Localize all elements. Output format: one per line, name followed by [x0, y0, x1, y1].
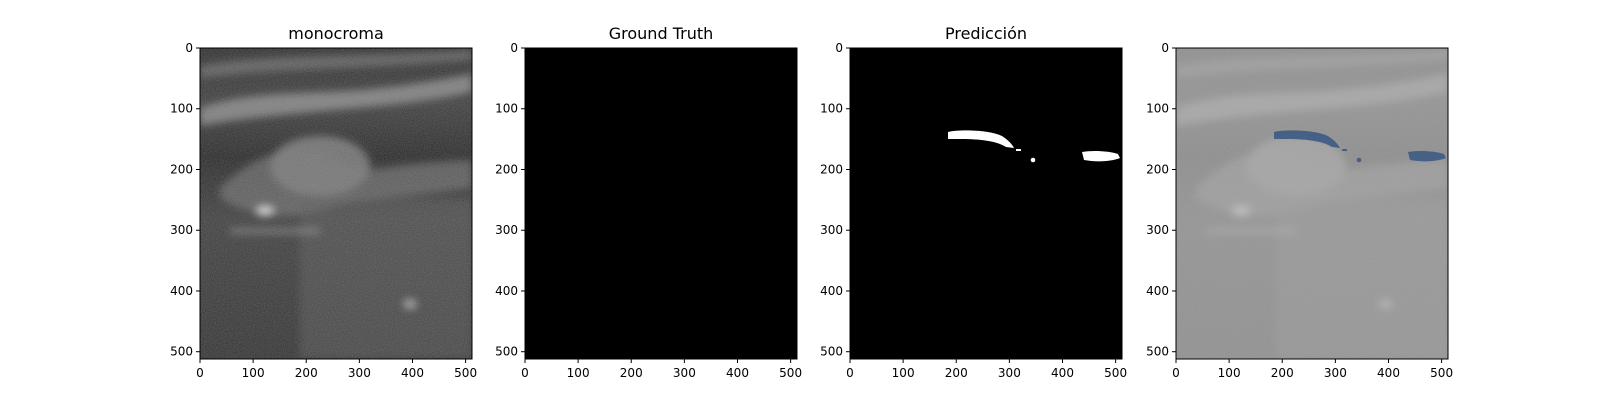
panel-prediccion: Predicción 0 100 200 300 400 5000100200300400…: [820, 24, 1127, 380]
y-tick-label: 400: [1146, 284, 1169, 298]
axes-frame: [1175, 47, 1449, 360]
y-tick-label: 400: [495, 284, 518, 298]
x-tick-label: 0: [196, 366, 204, 380]
axes-frame: [199, 47, 473, 360]
y-tick-label: 400: [170, 284, 193, 298]
x-tick-label: 300: [998, 366, 1021, 380]
y-tick-label: 100: [1146, 102, 1169, 116]
x-tick-label: 200: [945, 366, 968, 380]
x-tick-label: 0: [1172, 366, 1180, 380]
y-tick-label: 0: [185, 41, 193, 55]
x-tick-label: 300: [348, 366, 371, 380]
x-tick-label: 300: [1324, 366, 1347, 380]
x-tick-label: 100: [1218, 366, 1241, 380]
ultrasound-image: [200, 48, 472, 359]
ground-truth-mask: [525, 48, 797, 359]
panel-monocroma: monocroma 0 100 200 300 400 50001002003004005…: [170, 24, 477, 380]
axes-frame: [849, 47, 1123, 360]
x-tick-label: 500: [454, 366, 477, 380]
prediction-blobs: [948, 130, 1120, 163]
x-tick-label: 0: [846, 366, 854, 380]
overlay-image: [1176, 48, 1448, 359]
x-tick-label: 0: [521, 366, 529, 380]
y-tick-label: 200: [1146, 162, 1169, 176]
overlay-prediction-blobs: [1274, 130, 1446, 163]
x-tick-label: 100: [242, 366, 265, 380]
y-tick-label: 0: [1161, 41, 1169, 55]
y-tick-label: 300: [820, 223, 843, 237]
panel-title-prediccion: Predicción: [945, 24, 1027, 43]
axes-frame: [524, 47, 798, 360]
y-tick-label: 100: [170, 102, 193, 116]
x-tick-label: 400: [1051, 366, 1074, 380]
x-tick-label: 500: [779, 366, 802, 380]
y-tick-label: 500: [495, 345, 518, 359]
x-tick-label: 300: [673, 366, 696, 380]
y-tick-label: 500: [1146, 345, 1169, 359]
panel-ground-truth: Ground Truth 0 100 200 300 400 50001002003004…: [495, 24, 802, 380]
y-tick-label: 400: [820, 284, 843, 298]
y-tick-label: 200: [820, 162, 843, 176]
x-tick-label: 200: [620, 366, 643, 380]
y-tick-label: 100: [820, 102, 843, 116]
x-tick-label: 200: [1271, 366, 1294, 380]
y-tick-label: 100: [495, 102, 518, 116]
panel-title-ground-truth: Ground Truth: [609, 24, 714, 43]
y-tick-label: 300: [495, 223, 518, 237]
x-tick-label: 400: [726, 366, 749, 380]
panel-title-monocroma: monocroma: [288, 24, 384, 43]
y-tick-label: 0: [835, 41, 843, 55]
y-tick-label: 500: [820, 345, 843, 359]
y-tick-label: 500: [170, 345, 193, 359]
x-tick-label: 400: [401, 366, 424, 380]
y-tick-label: 200: [170, 162, 193, 176]
x-tick-label: 500: [1104, 366, 1127, 380]
x-tick-label: 400: [1377, 366, 1400, 380]
x-tick-label: 500: [1430, 366, 1453, 380]
x-tick-label: 100: [892, 366, 915, 380]
y-tick-label: 300: [1146, 223, 1169, 237]
y-tick-label: 200: [495, 162, 518, 176]
y-tick-label: 300: [170, 223, 193, 237]
y-tick-label: 0: [510, 41, 518, 55]
x-tick-label: 100: [567, 366, 590, 380]
x-tick-label: 200: [295, 366, 318, 380]
prediction-mask: [850, 48, 1122, 359]
